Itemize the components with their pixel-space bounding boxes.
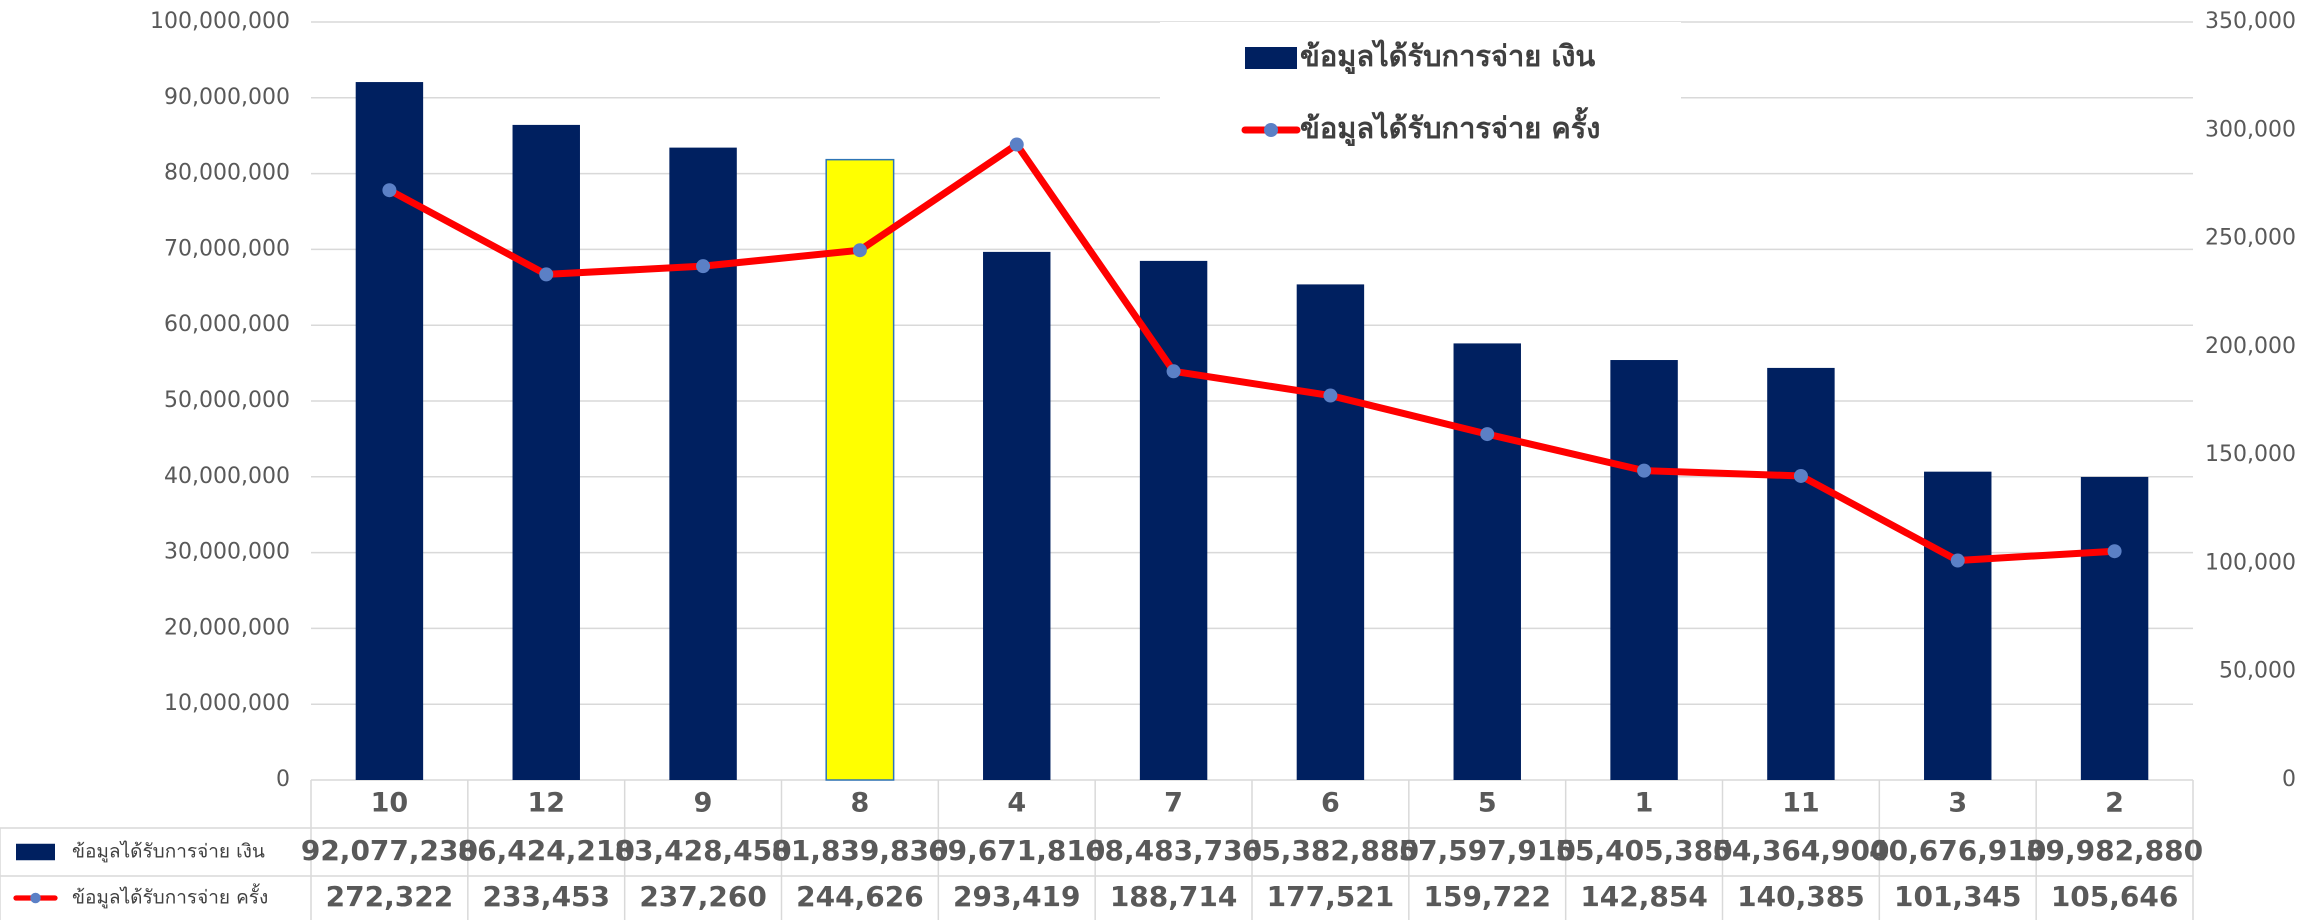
y2-tick-label: 50,000 (2219, 659, 2296, 684)
legend-label: ข้อมูลได้รับการจ่าย เงิน (1300, 39, 1595, 74)
table-value: 86,424,210 (458, 834, 635, 867)
bar (1296, 284, 1365, 780)
table-value: 65,382,880 (1242, 834, 1419, 867)
y-tick-label: 90,000,000 (164, 85, 290, 110)
legend-swatch (16, 843, 55, 861)
bar (2080, 476, 2149, 780)
bar (825, 158, 895, 781)
x-tick-label: 9 (694, 788, 713, 819)
table-value: 159,722 (1423, 880, 1551, 913)
marks (355, 82, 2149, 781)
line-marker (696, 259, 711, 274)
x-tick-label: 6 (1321, 788, 1340, 819)
bar (669, 147, 737, 780)
line-marker (1637, 463, 1652, 478)
line-marker (1793, 468, 1808, 483)
table-value: 40,676,910 (1869, 834, 2046, 867)
line-marker (852, 243, 867, 258)
table-value: 237,260 (639, 880, 767, 913)
legend-label: ข้อมูลได้รับการจ่าย ครั้ง (1300, 106, 1600, 146)
x-tick-label: 4 (1007, 788, 1026, 819)
bar (983, 251, 1051, 780)
line-marker (2107, 544, 2122, 559)
y2-tick-label: 0 (2282, 767, 2296, 792)
table-value: 233,453 (482, 880, 610, 913)
table-value: 92,077,230 (301, 834, 478, 867)
table-value: 140,385 (1737, 880, 1865, 913)
line-marker (539, 267, 554, 282)
table-value: 101,345 (1894, 880, 2022, 913)
line-marker (1009, 137, 1024, 152)
y-tick-label: 20,000,000 (164, 615, 290, 640)
table-value: 244,626 (796, 880, 924, 913)
y-tick-label: 80,000,000 (164, 161, 290, 186)
table-value: 293,419 (953, 880, 1081, 913)
x-tick-label: 2 (2105, 788, 2124, 819)
data-table: ข้อมูลได้รับการจ่าย เงินข้อมูลได้รับการจ… (0, 779, 2203, 920)
legend: ข้อมูลได้รับการจ่าย เงินข้อมูลได้รับการจ… (1160, 22, 1681, 162)
line-marker (1166, 364, 1181, 379)
table-row-name: ข้อมูลได้รับการจ่าย ครั้ง (72, 884, 268, 909)
legend-box (1160, 22, 1681, 162)
table-value: 81,839,830 (771, 834, 948, 867)
line-marker (1323, 388, 1338, 403)
line-marker (1950, 553, 1965, 568)
table-value: 105,646 (2051, 880, 2179, 913)
line (387, 141, 2115, 565)
x-tick-label: 10 (371, 788, 409, 819)
table-value: 54,364,900 (1712, 834, 1889, 867)
bar (1610, 360, 1678, 780)
table-value: 272,322 (326, 880, 454, 913)
line-marker (1480, 427, 1495, 442)
x-tick-label: 5 (1478, 788, 1497, 819)
y-tick-label: 100,000,000 (150, 9, 290, 34)
bar (1767, 367, 1835, 780)
line-marker (382, 183, 397, 198)
table-value: 68,483,730 (1085, 834, 1262, 867)
x-tick-label: 3 (1948, 788, 1967, 819)
y-tick-label: 0 (276, 767, 290, 792)
bar (1924, 471, 1992, 780)
table-value: 142,854 (1580, 880, 1708, 913)
table-value: 55,405,380 (1556, 834, 1733, 867)
y2-tick-label: 350,000 (2205, 9, 2296, 34)
y-tick-label: 70,000,000 (164, 236, 290, 261)
table-value: 57,597,910 (1399, 834, 1576, 867)
x-tick-label: 11 (1782, 788, 1820, 819)
legend-swatch (1245, 47, 1297, 69)
bar (512, 124, 580, 781)
y-tick-label: 50,000,000 (164, 388, 290, 413)
x-tick-label: 12 (527, 788, 565, 819)
bar (1139, 260, 1208, 781)
table-row-name: ข้อมูลได้รับการจ่าย เงิน (72, 841, 265, 863)
bar (1453, 343, 1521, 780)
y2-tick-label: 250,000 (2205, 226, 2296, 251)
y2-tick-label: 100,000 (2205, 550, 2296, 575)
y2-tick-label: 300,000 (2205, 117, 2296, 142)
table-value: 188,714 (1110, 880, 1238, 913)
y-tick-label: 30,000,000 (164, 540, 290, 565)
table-value: 177,521 (1267, 880, 1395, 913)
y2-tick-label: 200,000 (2205, 334, 2296, 359)
legend-marker (1264, 123, 1278, 137)
y-tick-label: 40,000,000 (164, 464, 290, 489)
x-tick-label: 7 (1164, 788, 1183, 819)
y-tick-label: 10,000,000 (164, 691, 290, 716)
table-value: 83,428,450 (615, 834, 792, 867)
x-tick-label: 1 (1635, 788, 1654, 819)
legend-marker (30, 892, 41, 904)
x-tick-label: 8 (851, 788, 870, 819)
y-tick-label: 60,000,000 (164, 312, 290, 337)
table-value: 69,671,810 (928, 834, 1105, 867)
y2-tick-label: 150,000 (2205, 442, 2296, 467)
table-value: 39,982,880 (2026, 834, 2203, 867)
